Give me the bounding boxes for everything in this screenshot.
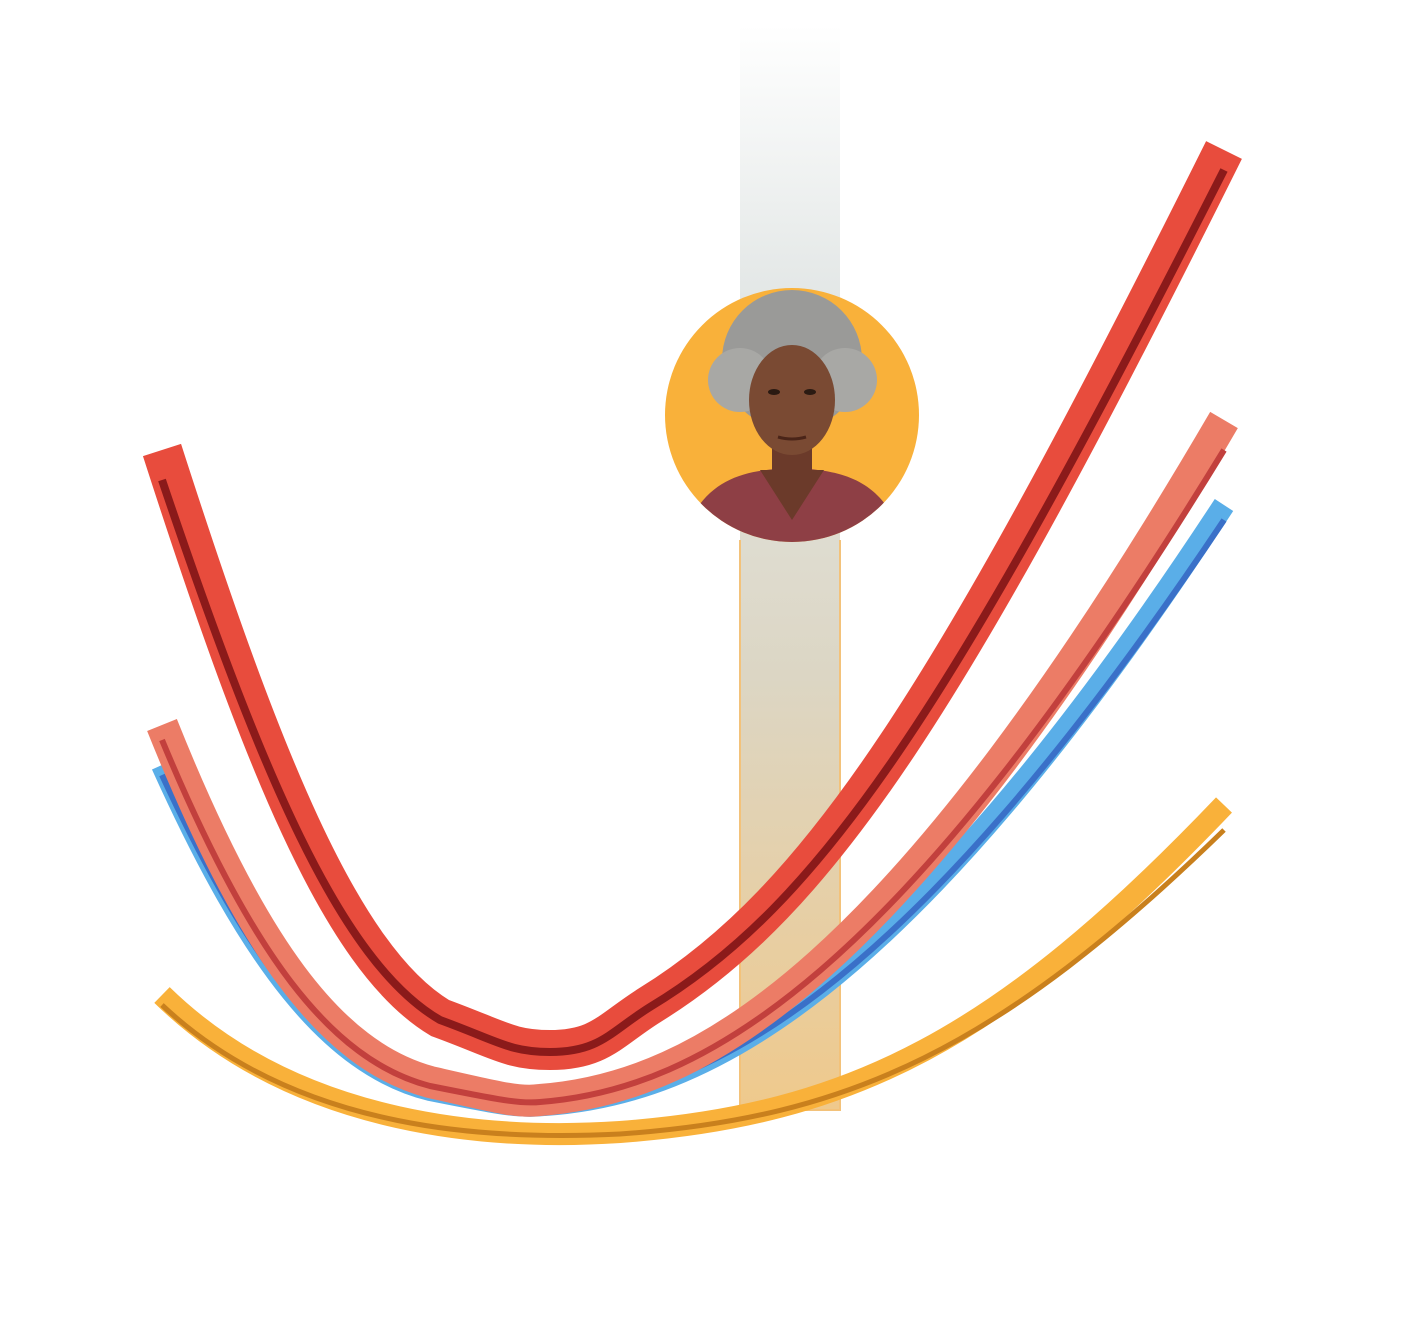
avatar-eye (804, 389, 816, 395)
curve-salmon (147, 411, 1238, 1117)
curve-red-band (142, 141, 1242, 1071)
curve-orange-line (160, 828, 1226, 1139)
avatar-mouth (777, 435, 807, 441)
curve-red (142, 141, 1242, 1071)
curve-salmon-line (159, 448, 1227, 1106)
curve-red-line (158, 168, 1228, 1057)
avatar (665, 288, 919, 542)
avatar-eye (768, 389, 780, 395)
avatar-neck (760, 470, 824, 520)
avatar-face (749, 345, 835, 455)
curve-orange (154, 797, 1232, 1145)
